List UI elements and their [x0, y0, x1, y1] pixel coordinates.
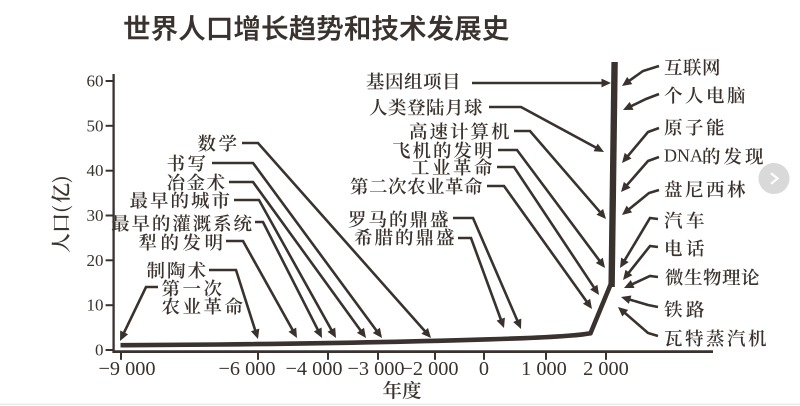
svg-text:0: 0: [479, 358, 489, 380]
svg-text:−6 000: −6 000: [218, 358, 275, 380]
svg-text:−4 000: −4 000: [285, 358, 342, 380]
svg-text:2 000: 2 000: [583, 358, 629, 380]
svg-text:60: 60: [87, 72, 104, 91]
svg-text:−9 000: −9 000: [98, 358, 155, 380]
svg-text:0: 0: [95, 341, 104, 360]
svg-text:50: 50: [87, 116, 104, 135]
svg-text:10: 10: [87, 296, 104, 315]
svg-text:30: 30: [87, 206, 104, 225]
svg-text:−3 000: −3 000: [347, 358, 404, 380]
svg-text:DNA: DNA: [664, 146, 703, 166]
svg-text:1 000: 1 000: [521, 358, 567, 380]
svg-text:40: 40: [87, 161, 104, 180]
svg-text:20: 20: [87, 251, 104, 270]
svg-text:−2 000: −2 000: [401, 358, 458, 380]
